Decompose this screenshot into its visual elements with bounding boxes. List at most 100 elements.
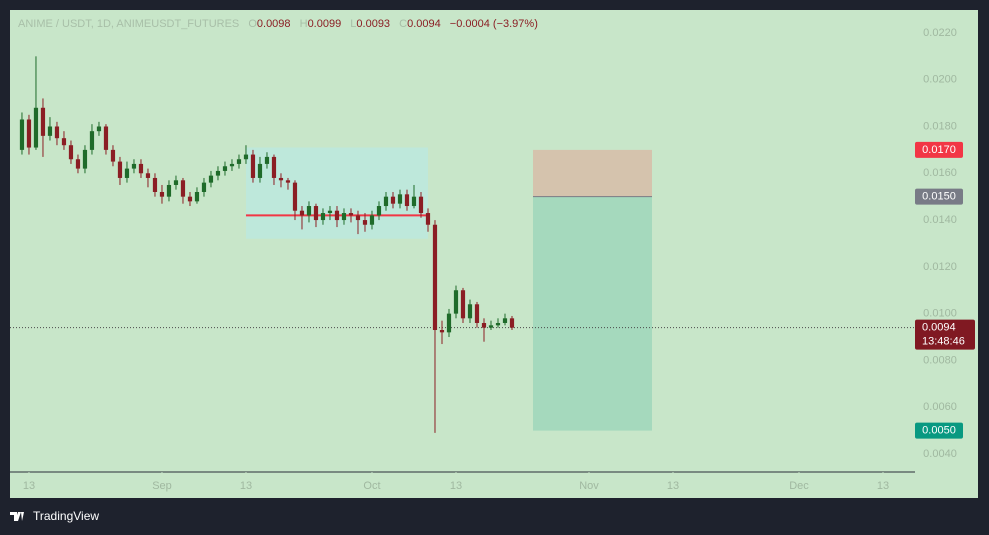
candle-body [110, 149, 116, 162]
candle [362, 213, 368, 232]
stop-zone [532, 149, 652, 197]
candle-body [383, 196, 389, 207]
candle [47, 117, 53, 141]
candle-body [404, 194, 410, 207]
x-tick-label: Oct [363, 480, 380, 492]
candle [166, 180, 172, 202]
candle-body [173, 180, 179, 185]
candle-body [82, 149, 88, 169]
candle [54, 121, 60, 146]
candle [117, 156, 123, 185]
x-tick-label: 13 [240, 480, 252, 492]
ohlc-value: 0.0094 [407, 18, 441, 30]
candle-body [264, 156, 270, 164]
candle-body [390, 196, 396, 204]
candle [33, 56, 39, 150]
candle-body [439, 330, 445, 333]
y-tick-label: 0.0160 [923, 167, 957, 179]
candle [19, 112, 25, 155]
candle [390, 191, 396, 209]
candle [404, 189, 410, 211]
candle-body [509, 318, 515, 328]
candle [453, 285, 459, 319]
candle-body [68, 145, 74, 160]
candle [306, 201, 312, 223]
candle [460, 287, 466, 323]
candle-body [229, 163, 235, 167]
candle [495, 318, 501, 328]
x-tick-label: Sep [152, 480, 172, 492]
ohlc-value: 0.0098 [257, 18, 291, 30]
chart-header: ANIME / USDT, 1D, ANIMEUSDT_FUTURES O0.0… [18, 18, 538, 30]
y-tick-label: 0.0200 [923, 74, 957, 86]
candle [278, 173, 284, 188]
candle-body [355, 215, 361, 221]
candle-body [131, 163, 137, 169]
candle-body [222, 166, 228, 171]
candle-body [117, 161, 123, 178]
y-tick-label: 0.0060 [923, 401, 957, 413]
candle [173, 175, 179, 190]
candle-body [208, 175, 214, 183]
stop-badge [915, 141, 963, 158]
candle [243, 145, 249, 164]
candle-body [243, 154, 249, 160]
candle [355, 210, 361, 235]
candle-body [54, 126, 60, 139]
logo-icon [10, 512, 24, 521]
candle-body [362, 220, 368, 225]
candle [215, 166, 221, 181]
candle [152, 173, 158, 197]
candle [124, 161, 130, 183]
x-tick-label: 13 [667, 480, 679, 492]
candle-body [369, 215, 375, 225]
candle [180, 177, 186, 204]
candle [432, 220, 438, 433]
candle [222, 161, 228, 176]
candle [159, 184, 165, 204]
stop-label: 0.0170 [922, 144, 956, 156]
y-tick-label: 0.0100 [923, 308, 957, 320]
candle-body [418, 196, 424, 214]
candle-body [376, 206, 382, 216]
countdown-label: 13:48:46 [922, 336, 965, 348]
candle-body [341, 213, 347, 221]
candle-body [481, 322, 487, 328]
candle-body [187, 196, 193, 202]
candle [145, 168, 151, 188]
candle-body [453, 290, 459, 314]
candle [82, 145, 88, 174]
candle [40, 98, 46, 157]
candle-body [47, 126, 53, 136]
candle [75, 154, 81, 174]
candle [201, 177, 207, 197]
y-tick-label: 0.0220 [923, 27, 957, 39]
change: −0.0004 (−3.97%) [450, 18, 538, 30]
candle-body [299, 210, 305, 216]
chart-background [10, 10, 978, 498]
y-tick-label: 0.0040 [923, 448, 957, 460]
price-badge [915, 319, 975, 350]
target-badge [915, 422, 963, 439]
candle-body [166, 184, 172, 197]
candle-body [26, 119, 32, 148]
candle [110, 145, 116, 167]
ohlc-name: C [399, 18, 407, 30]
candle-body [19, 119, 25, 150]
candle [439, 320, 445, 345]
candle-body [124, 168, 130, 178]
x-tick-label: Nov [579, 480, 599, 492]
candle-body [215, 170, 221, 176]
y-tick-label: 0.0140 [923, 214, 957, 226]
candle-body [138, 163, 144, 174]
candle [250, 149, 256, 183]
candle [383, 191, 389, 211]
target-zone [532, 196, 652, 431]
candle [271, 154, 277, 185]
candle-body [89, 131, 95, 150]
candle [488, 320, 494, 331]
y-tick-label: 0.0080 [923, 354, 957, 366]
candle-body [397, 194, 403, 204]
candle-body [61, 138, 67, 146]
candle [96, 121, 102, 136]
